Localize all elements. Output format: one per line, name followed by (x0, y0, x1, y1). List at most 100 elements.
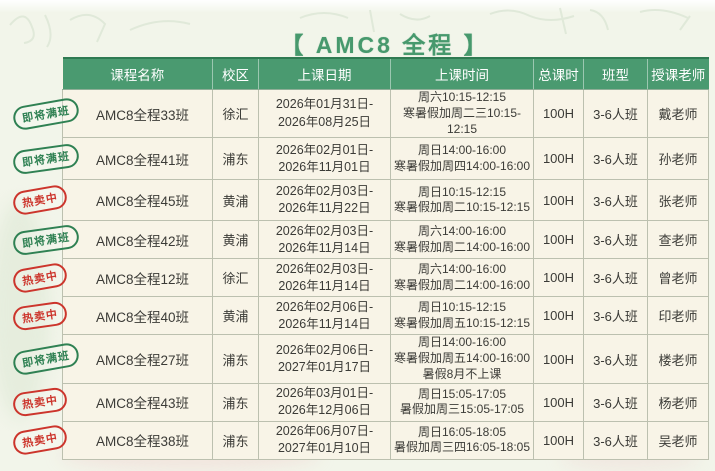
status-stamp: 即将满班 (11, 341, 81, 377)
course-name-cell: 即将满班 AMC8全程42班 (11, 220, 213, 260)
campus-cell: 黄浦 (212, 296, 259, 336)
time-line-2: 暑假加周三15:05-17:05 (399, 402, 525, 417)
course-name-cell: 热卖中 AMC8全程40班 (11, 296, 213, 336)
table-row: 热卖中 AMC8全程40班 黄浦 2026年02月06日- 2026年11月14… (11, 296, 709, 336)
date-cell: 2026年02月03日- 2026年11月22日 (258, 179, 391, 222)
hours-cell: 100H (533, 420, 584, 460)
time-cell: 周六14:00-16:00 寒暑假加周二14:00-16:00 (390, 258, 534, 298)
course-name: AMC8全程12班 (96, 271, 190, 287)
course-schedule-table: 课程名称 校区 上课日期 上课时间 总课时 班型 授课老师 即将满班 AMC8全… (11, 57, 709, 460)
time-cell: 周日10:15-12:15 寒暑假加周二10:15-12:15 (390, 179, 534, 222)
time-line-2: 寒暑假加周二三10:15-12:15 (402, 105, 522, 136)
date-line-2: 2026年11月14日 (278, 278, 371, 293)
table-row: 热卖中 AMC8全程12班 徐汇 2026年02月03日- 2026年11月14… (11, 258, 709, 298)
time-line-1: 周日14:00-16:00 (417, 335, 507, 350)
hours-cell: 100H (533, 88, 584, 139)
header-row: 课程名称 校区 上课日期 上课时间 总课时 班型 授课老师 (62, 57, 709, 90)
course-name: AMC8全程45班 (96, 194, 190, 210)
course-name-cell: 热卖中 AMC8全程45班 (11, 179, 213, 222)
status-stamp: 热卖中 (11, 183, 69, 217)
class-size-cell: 3-6人班 (583, 220, 648, 260)
time-line-2: 寒暑假加周二14:00-16:00 (393, 277, 531, 292)
campus-cell: 浦东 (212, 382, 259, 422)
date-line-1: 2026年02月06日- (275, 342, 374, 357)
class-size-cell: 3-6人班 (583, 179, 648, 222)
teacher-cell: 印老师 (647, 296, 709, 336)
time-line-2: 寒暑假加周五10:15-12:15 (393, 315, 531, 330)
header-time: 上课时间 (390, 57, 534, 90)
time-cell: 周日10:15-12:15 寒暑假加周五10:15-12:15 (390, 296, 534, 336)
time-line-2: 寒暑假加周四14:00-16:00 (393, 158, 531, 173)
course-name-cell: 热卖中 AMC8全程12班 (11, 258, 213, 298)
page-title: 【 AMC8 全程 】 (280, 32, 490, 58)
teacher-cell: 楼老师 (647, 334, 709, 384)
time-line-1: 周日14:00-16:00 (417, 143, 507, 158)
teacher-cell: 查老师 (647, 220, 709, 260)
date-line-1: 2026年02月03日- (275, 261, 374, 276)
course-name: AMC8全程33班 (96, 107, 190, 123)
teacher-cell: 孙老师 (647, 137, 709, 181)
status-stamp: 热卖中 (11, 261, 69, 295)
status-stamp: 即将满班 (11, 223, 81, 257)
campus-cell: 浦东 (212, 334, 259, 384)
class-size-cell: 3-6人班 (583, 137, 648, 181)
time-cell: 周日15:05-17:05 暑假加周三15:05-17:05 (390, 382, 534, 422)
date-cell: 2026年01月31日- 2026年08月25日 (258, 88, 391, 139)
date-cell: 2026年02月03日- 2026年11月14日 (258, 258, 391, 298)
date-line-1: 2026年02月03日- (275, 223, 374, 238)
status-stamp: 即将满班 (11, 96, 81, 132)
class-size-cell: 3-6人班 (583, 420, 648, 460)
date-line-2: 2026年11月14日 (278, 316, 371, 331)
campus-cell: 徐汇 (212, 258, 259, 298)
header-date: 上课日期 (258, 57, 391, 90)
date-line-2: 2026年11月22日 (278, 201, 371, 216)
time-line-1: 周六14:00-16:00 (417, 224, 507, 239)
course-name: AMC8全程38班 (96, 434, 190, 450)
date-line-1: 2026年06月07日- (275, 424, 374, 439)
header-hours: 总课时 (533, 57, 584, 90)
teacher-cell: 曾老师 (647, 258, 709, 298)
status-stamp: 热卖中 (11, 300, 69, 332)
class-size-cell: 3-6人班 (583, 334, 648, 384)
table-row: 即将满班 AMC8全程41班 浦东 2026年02月01日- 2026年11月0… (11, 137, 709, 181)
course-name: AMC8全程40班 (96, 309, 190, 325)
date-cell: 2026年02月06日- 2026年11月14日 (258, 296, 391, 336)
course-name: AMC8全程41班 (96, 152, 190, 168)
date-line-1: 2026年03月01日- (275, 386, 374, 401)
header-class-size: 班型 (583, 57, 648, 90)
course-name: AMC8全程43班 (96, 396, 190, 412)
header-campus: 校区 (212, 57, 259, 90)
time-line-2: 寒暑假加周二10:15-12:15 (393, 200, 531, 215)
time-line-2: 寒暑假加周二14:00-16:00 (393, 239, 531, 254)
status-stamp: 即将满班 (11, 142, 81, 176)
table-row: 即将满班 AMC8全程33班 徐汇 2026年01月31日- 2026年08月2… (11, 88, 709, 139)
date-line-2: 2026年08月25日 (277, 114, 372, 129)
time-cell: 周日16:05-18:05 暑假加周三四16:05-18:05 (390, 420, 534, 460)
time-line-1: 周日16:05-18:05 (417, 424, 507, 439)
campus-cell: 浦东 (212, 137, 259, 181)
date-line-1: 2026年02月06日- (275, 299, 374, 314)
teacher-cell: 戴老师 (647, 88, 709, 139)
teacher-cell: 吴老师 (647, 420, 709, 460)
time-cell: 周日14:00-16:00 寒暑假加周五14:00-16:00 暑假8月不上课 (390, 334, 534, 384)
table-row: 热卖中 AMC8全程43班 浦东 2026年03月01日- 2026年12月06… (11, 382, 709, 422)
course-name-cell: 即将满班 AMC8全程41班 (11, 137, 213, 181)
table-row: 热卖中 AMC8全程45班 黄浦 2026年02月03日- 2026年11月22… (11, 179, 709, 222)
hours-cell: 100H (533, 258, 584, 298)
time-line-1: 周六14:00-16:00 (417, 262, 507, 277)
class-size-cell: 3-6人班 (583, 88, 648, 139)
class-size-cell: 3-6人班 (583, 296, 648, 336)
hours-cell: 100H (533, 334, 584, 384)
header-teacher: 授课老师 (647, 57, 709, 90)
date-line-1: 2026年02月03日- (275, 184, 374, 199)
header-course-name: 课程名称 (62, 57, 213, 90)
date-line-2: 2027年01月17日 (277, 360, 372, 375)
table-row: 即将满班 AMC8全程42班 黄浦 2026年02月03日- 2026年11月1… (11, 220, 709, 260)
course-name: AMC8全程42班 (96, 233, 190, 249)
time-line-1: 周日10:15-12:15 (417, 184, 507, 199)
table-row: 热卖中 AMC8全程38班 浦东 2026年06月07日- 2027年01月10… (11, 420, 709, 460)
time-line-1: 周日15:05-17:05 (417, 386, 507, 401)
time-line-1: 周日10:15-12:15 (417, 300, 507, 315)
class-size-cell: 3-6人班 (583, 258, 648, 298)
course-name-cell: 热卖中 AMC8全程43班 (11, 382, 213, 422)
